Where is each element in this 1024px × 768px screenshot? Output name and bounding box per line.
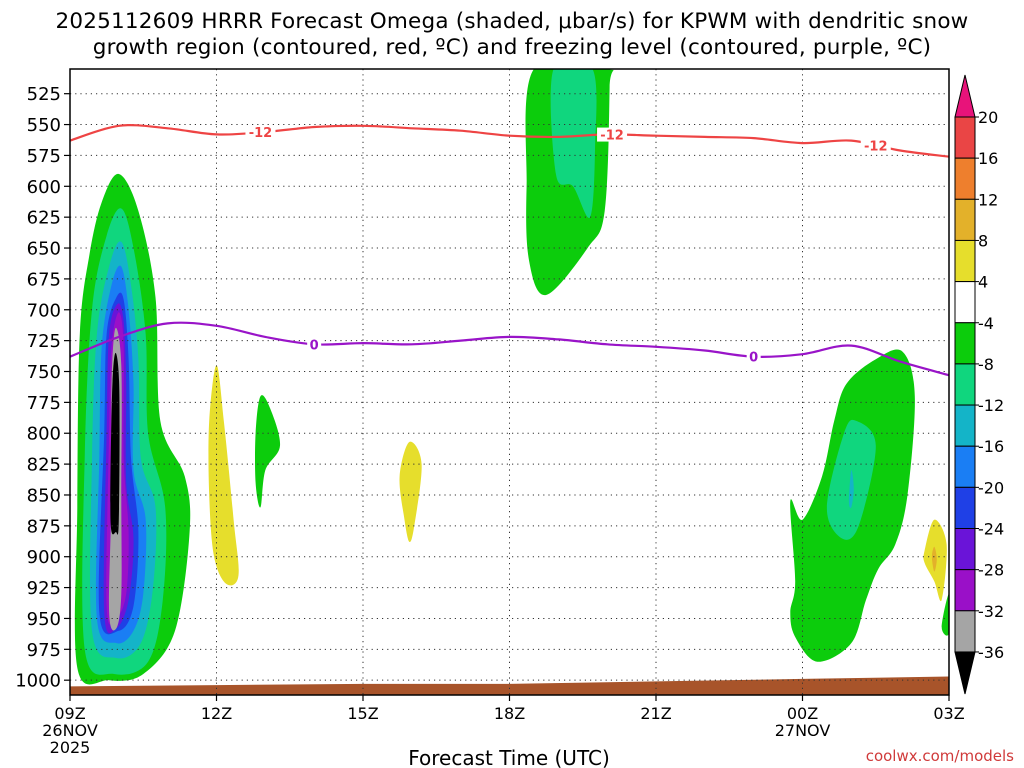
colorbar-legend: 20 16 12 8 4 -4 -8 -12 -16 -20 -24 -28 -32 -36	[954, 74, 1004, 695]
y-tick-label-975: 975	[27, 640, 61, 661]
contour-label-1-1: 0	[749, 351, 758, 366]
colorbar-bottom-arrow	[954, 651, 976, 695]
colorbar-label-1: 16	[978, 149, 998, 168]
y-tick-label-525: 525	[27, 84, 61, 105]
omega-region-10	[550, 69, 597, 218]
contour-label-bg-1-1	[746, 349, 761, 364]
omega-region-18	[931, 546, 937, 572]
y-tick-label-950: 950	[27, 609, 61, 630]
y-tick-label-575: 575	[27, 146, 61, 167]
colorbar-label-12: -32	[978, 602, 1004, 621]
colorbar-label-0: 20	[978, 108, 998, 127]
x-tick-label-15Z: 15Z	[347, 704, 378, 723]
colorbar-label-13: -36	[978, 643, 1004, 662]
y-tick-label-675: 675	[27, 269, 61, 290]
colorbar-label-3: 8	[978, 231, 988, 250]
colorbar-bin-7	[954, 363, 976, 406]
contour-label-bg-1-0	[307, 337, 322, 352]
x-year-label-09Z: 2025	[50, 738, 91, 757]
y-tick-label-725: 725	[27, 331, 61, 352]
colorbar-label-10: -24	[978, 520, 1004, 539]
colorbar-bin-13	[954, 610, 976, 653]
colorbar-label-7: -12	[978, 396, 1004, 415]
contour-label-0-1: -12	[600, 129, 624, 144]
omega-region-19	[941, 593, 949, 636]
y-tick-label-825: 825	[27, 455, 61, 476]
x-tick-label-18Z: 18Z	[494, 704, 525, 723]
contour-label-0-0: -12	[249, 126, 273, 141]
contour-layer: -12 -12 -12 0 0	[70, 123, 949, 377]
y-tick-label-900: 900	[27, 547, 61, 568]
y-tick-label-800: 800	[27, 424, 61, 445]
y-tick-label-700: 700	[27, 300, 61, 321]
chart-title-line-1: 2025112609 HRRR Forecast Omega (shaded, …	[55, 9, 969, 34]
contour-line-1	[70, 321, 949, 377]
y-tick-label-550: 550	[27, 115, 61, 136]
terrain-fill	[70, 676, 949, 695]
y-axis: 525 550 575 600 625 650 675 700 725 750 775 800 825 8…	[15, 84, 70, 692]
colorbar-label-6: -8	[978, 355, 994, 374]
grid-layer	[70, 69, 949, 695]
colorbar-label-2: 12	[978, 190, 998, 209]
y-tick-label-775: 775	[27, 393, 61, 414]
colorbar-bin-8	[954, 404, 976, 447]
x-date-label-09Z: 26NOV	[42, 721, 98, 740]
omega-region-13	[399, 441, 422, 543]
credit-text: coolwx.com/models	[866, 747, 1014, 765]
x-tick-label-09Z: 09Z	[54, 704, 85, 723]
x-axis-title: Forecast Time (UTC)	[408, 746, 610, 768]
colorbar-bin-4	[954, 239, 976, 283]
omega-region-16	[848, 470, 854, 509]
omega-region-11	[208, 365, 239, 586]
colorbar-bin-3	[954, 198, 976, 241]
chart-title-line-2: growth region (contoured, red, ºC) and f…	[92, 35, 932, 60]
terrain-layer	[70, 676, 949, 695]
omega-shading-layer	[74, 69, 949, 685]
colorbar-label-8: -16	[978, 437, 1004, 456]
y-tick-label-1000: 1000	[15, 671, 61, 692]
colorbar-bin-10	[954, 486, 976, 530]
colorbar-label-4: 4	[978, 273, 988, 292]
contour-label-0-2: -12	[864, 140, 888, 155]
colorbar-bin-11	[954, 528, 976, 571]
x-date-label-00Z: 27NOV	[775, 721, 831, 740]
contour-label-bg-0-1	[597, 127, 628, 142]
colorbar-bin-9	[954, 445, 976, 488]
colorbar-bin-1	[954, 116, 976, 159]
colorbar-label-9: -20	[978, 478, 1004, 497]
colorbar-bin-6	[954, 322, 976, 365]
y-tick-label-600: 600	[27, 177, 61, 198]
colorbar-label-5: -4	[978, 314, 994, 333]
colorbar-bin-5	[954, 281, 976, 324]
omega-region-8	[110, 352, 120, 535]
colorbar-bin-2	[954, 157, 976, 200]
y-tick-label-750: 750	[27, 362, 61, 383]
omega-region-12	[255, 395, 281, 508]
contour-line-0	[70, 123, 949, 158]
y-tick-label-625: 625	[27, 208, 61, 229]
contour-label-bg-0-0	[245, 125, 276, 140]
y-tick-label-875: 875	[27, 516, 61, 537]
x-tick-label-03Z: 03Z	[933, 704, 964, 723]
colorbar-bin-12	[954, 569, 976, 612]
contour-label-1-0: 0	[310, 338, 319, 353]
colorbar-top-arrow	[954, 74, 976, 118]
x-tick-label-00Z: 00Z	[787, 704, 818, 723]
y-tick-label-650: 650	[27, 239, 61, 260]
x-tick-label-21Z: 21Z	[640, 704, 671, 723]
y-tick-label-925: 925	[27, 578, 61, 599]
y-tick-label-850: 850	[27, 485, 61, 506]
x-tick-label-12Z: 12Z	[201, 704, 232, 723]
contour-label-bg-0-2	[860, 138, 891, 153]
colorbar-label-11: -28	[978, 561, 1004, 580]
